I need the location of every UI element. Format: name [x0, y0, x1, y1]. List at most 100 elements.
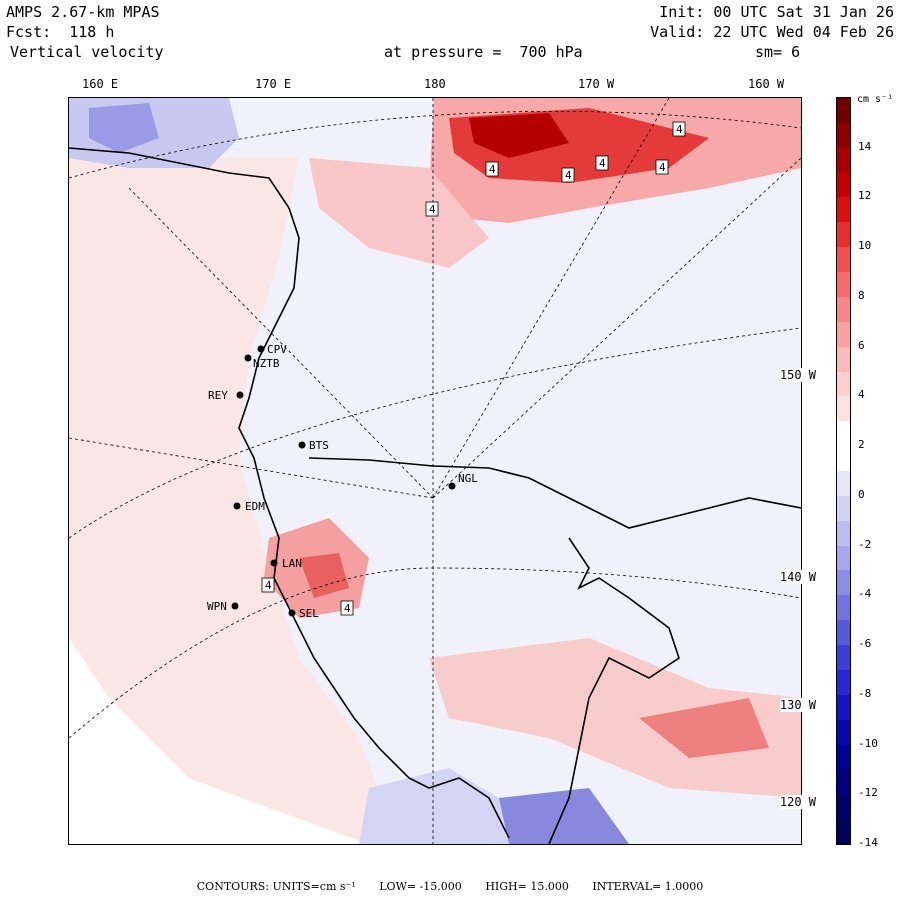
- colorbar-segment: [837, 446, 850, 472]
- positive-band-south: [429, 638, 801, 798]
- contour-label-box: [485, 161, 499, 177]
- station-dot-lan[interactable]: [270, 559, 278, 567]
- colorbar-segment: [837, 272, 850, 298]
- footer-contours: CONTOURS: UNITS=cm s⁻¹: [196, 880, 356, 893]
- colorbar-tick-label: 6: [858, 338, 865, 352]
- colorbar: [836, 97, 851, 845]
- western-positive-region: [69, 158, 399, 844]
- no-data-region: [69, 638, 369, 844]
- station-dot-edm[interactable]: [233, 502, 241, 510]
- negative-core-south: [499, 788, 629, 844]
- smoothing-value: sm= 6: [755, 43, 801, 61]
- colorbar-segment: [837, 794, 850, 820]
- station-label-lan: LAN: [282, 557, 302, 570]
- positive-core-se: [639, 698, 769, 758]
- model-title: AMPS 2.67-km MPAS: [6, 3, 160, 21]
- colorbar-segment: [837, 744, 850, 770]
- colorbar-tick-label: -6: [858, 637, 872, 651]
- footer: CONTOURS: UNITS=cm s⁻¹ LOW= -15.000 HIGH…: [0, 880, 900, 893]
- station-dot-nztb[interactable]: [244, 354, 252, 362]
- station-label-rey: REY: [208, 389, 228, 402]
- colorbar-tick-label: -8: [858, 686, 872, 700]
- colorbar-segment: [837, 819, 850, 845]
- valid-time: Valid: 22 UTC Wed 04 Feb 26: [650, 23, 894, 41]
- lat-label-130w: 130 W: [779, 698, 816, 712]
- colorbar-segment: [837, 719, 850, 746]
- station-label-sel: SEL: [299, 607, 319, 620]
- colorbar-segment: [837, 371, 850, 397]
- contour-label: 4: [429, 203, 436, 216]
- positive-max-north: [469, 113, 569, 158]
- colorbar-tick-label: 0: [858, 487, 865, 501]
- colorbar-segment: [837, 769, 850, 795]
- colorbar-segment: [837, 669, 850, 696]
- station-label-wpn: WPN: [207, 600, 227, 613]
- colorbar-segment: [837, 645, 850, 671]
- station-label-bts: BTS: [309, 439, 329, 452]
- footer-low: LOW= -15.000: [379, 880, 462, 893]
- colorbar-tick-label: -14: [858, 836, 878, 849]
- colorbar-segment: [837, 222, 850, 248]
- lat-label-120w: 120 W: [779, 795, 816, 809]
- parallel-2: [69, 567, 801, 739]
- colorbar-segment: [837, 98, 850, 124]
- colorbar-segment: [837, 396, 850, 422]
- contour-label-box: [655, 159, 669, 175]
- station-dot-ngl[interactable]: [448, 482, 456, 490]
- colorbar-units: cm s⁻¹: [857, 94, 894, 105]
- contour-label: 4: [489, 163, 496, 176]
- station-dot-cpv[interactable]: [257, 345, 265, 353]
- footer-high: HIGH= 15.000: [485, 880, 569, 893]
- footer-interval: INTERVAL= 1.0000: [592, 880, 704, 893]
- field-name: Vertical velocity: [10, 43, 164, 61]
- contour-label-box: [261, 577, 275, 593]
- meridian-170e: [128, 187, 434, 499]
- colorbar-segment: [837, 296, 850, 323]
- station-dot-sel[interactable]: [288, 609, 296, 617]
- colorbar-segment: [837, 147, 850, 174]
- init-time: Init: 00 UTC Sat 31 Jan 26: [659, 3, 894, 21]
- contour-label-box: [340, 600, 354, 616]
- graticule: [69, 98, 801, 844]
- negative-core-nw: [89, 103, 159, 153]
- station-dot-rey[interactable]: [236, 391, 244, 399]
- parallel-1: [69, 110, 801, 179]
- lat-label-150w: 150 W: [779, 368, 816, 382]
- map-svg: 4 4 4 4 4 4 4 4 CPV NZTB REY BTS: [69, 98, 801, 844]
- contour-label: 4: [676, 123, 683, 136]
- station-label-cpv: CPV: [267, 343, 287, 356]
- station-dot-bts[interactable]: [298, 441, 306, 449]
- colorbar-tick-label: 12: [858, 189, 872, 203]
- positive-core-lan: [299, 553, 349, 598]
- colorbar-segment: [837, 520, 850, 547]
- colorbar-segment: [837, 620, 850, 646]
- lon-label-160e: 160 E: [82, 77, 119, 91]
- lon-label-170e: 170 E: [255, 77, 292, 91]
- colorbar-segment: [837, 172, 850, 198]
- colorbar-tick-label: 10: [858, 239, 872, 253]
- colorbar-segment: [837, 495, 850, 522]
- colorbar-tick-label: -4: [858, 587, 872, 601]
- contour-label-box: [672, 121, 686, 137]
- pressure-level: at pressure = 700 hPa: [384, 43, 583, 61]
- station-markers: CPV NZTB REY BTS NGL EDM LAN WPN SEL: [207, 343, 478, 620]
- lon-label-180: 180: [424, 77, 446, 91]
- parallel-3: [69, 327, 801, 539]
- contour-label-box: [561, 167, 575, 183]
- colorbar-segment: [837, 321, 850, 348]
- colorbar-segment: [837, 694, 850, 721]
- colorbar-tick-label: -2: [858, 537, 872, 551]
- station-dot-wpn[interactable]: [231, 602, 239, 610]
- colorbar-tick-label: 8: [858, 288, 865, 302]
- lon-label-160w: 160 W: [748, 77, 785, 91]
- colorbar-segment: [837, 545, 850, 571]
- colorbar-tick-label: -12: [858, 786, 878, 800]
- contour-label: 4: [265, 579, 272, 592]
- contour-label: 4: [659, 161, 666, 174]
- coastline-east: [548, 537, 680, 844]
- ice-shelf-front: [308, 457, 801, 529]
- colorbar-segment: [837, 595, 850, 621]
- contour-label: 4: [344, 602, 351, 615]
- map-panel: 4 4 4 4 4 4 4 4 CPV NZTB REY BTS: [68, 97, 802, 845]
- contour-label: 4: [565, 169, 572, 182]
